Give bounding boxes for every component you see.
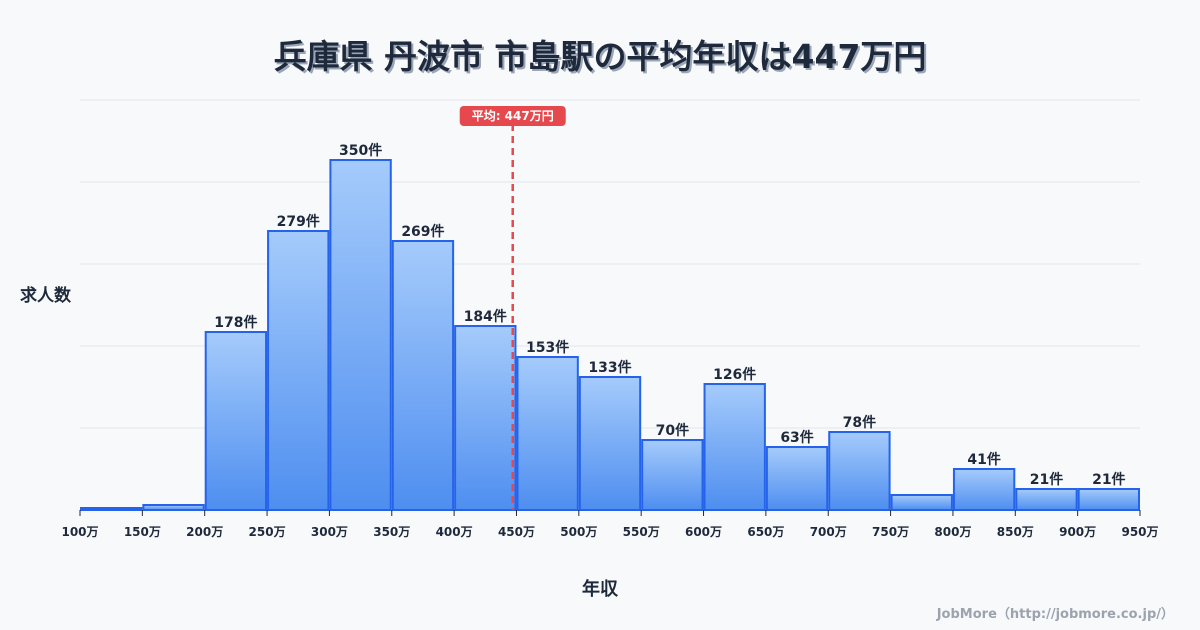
bar-value-label: 350件 bbox=[339, 142, 382, 159]
x-tick-label: 250万 bbox=[249, 525, 286, 539]
bar-value-label: 21件 bbox=[1030, 471, 1063, 488]
x-tick-label: 450万 bbox=[498, 525, 535, 539]
histogram-bar bbox=[204, 331, 268, 511]
histogram-bar bbox=[142, 504, 205, 511]
histogram-bar bbox=[1077, 488, 1141, 511]
x-tick-label: 400万 bbox=[436, 525, 473, 539]
histogram-bar bbox=[454, 325, 517, 511]
bar-value-label: 133件 bbox=[588, 359, 631, 376]
bar-value-label: 178件 bbox=[214, 314, 257, 331]
average-badge bbox=[459, 106, 566, 126]
x-tick-label: 550万 bbox=[623, 525, 660, 539]
histogram-bar bbox=[1015, 488, 1078, 511]
x-tick-label: 700万 bbox=[810, 525, 847, 539]
bar-value-label: 21件 bbox=[1092, 471, 1125, 488]
x-tick-label: 350万 bbox=[373, 525, 410, 539]
average-label: 平均: 447万円 bbox=[472, 108, 554, 123]
histogram-bar bbox=[703, 383, 766, 511]
x-tick-label: 300万 bbox=[311, 525, 348, 539]
x-tick-label: 500万 bbox=[560, 525, 597, 539]
x-axis-label: 年収 bbox=[582, 579, 618, 600]
histogram-bar bbox=[391, 240, 455, 511]
histogram-bar bbox=[890, 494, 953, 511]
histogram-bar bbox=[828, 431, 891, 511]
average-line: 平均: 447万円 bbox=[459, 106, 566, 510]
bar-value-label: 70件 bbox=[656, 422, 689, 439]
histogram-bar bbox=[578, 376, 642, 511]
bars: 178件 279件 350件 269件 184件 153件 133件 70件 126件 63件 78… bbox=[80, 142, 1141, 511]
x-tick-label: 150万 bbox=[124, 525, 161, 539]
y-axis-label: 求人数 bbox=[20, 286, 71, 306]
x-tick-label: 100万 bbox=[61, 525, 98, 539]
bar-value-label: 184件 bbox=[464, 308, 507, 325]
histogram-bar bbox=[765, 446, 829, 511]
bar-value-label: 78件 bbox=[843, 414, 876, 431]
histogram-bar bbox=[952, 468, 1016, 511]
histogram-bar bbox=[329, 159, 392, 511]
bar-value-label: 41件 bbox=[967, 451, 1000, 468]
x-axis-ticks: 100万 150万 200万 250万 300万 350万 400万 450万 500万 550万… bbox=[61, 510, 1159, 539]
histogram-bar bbox=[641, 439, 704, 511]
histogram-bar bbox=[267, 230, 330, 511]
histogram-bar bbox=[80, 507, 143, 511]
chart-title: 兵庫県 丹波市 市島駅の平均年収は447万円 bbox=[273, 37, 927, 76]
x-tick-label: 800万 bbox=[934, 525, 971, 539]
bar-value-label: 63件 bbox=[780, 429, 813, 446]
x-tick-label: 200万 bbox=[186, 525, 223, 539]
histogram-bar bbox=[516, 356, 579, 511]
bar-value-label: 126件 bbox=[713, 366, 756, 383]
x-tick-label: 750万 bbox=[872, 525, 909, 539]
bar-value-label: 269件 bbox=[401, 223, 444, 240]
x-tick-label: 600万 bbox=[685, 525, 722, 539]
x-tick-label: 900万 bbox=[1059, 525, 1096, 539]
source-credit: JobMore（http://jobmore.co.jp/） bbox=[936, 607, 1174, 622]
x-tick-label: 950万 bbox=[1121, 525, 1158, 539]
bar-value-label: 279件 bbox=[277, 213, 320, 230]
x-tick-label: 650万 bbox=[747, 525, 784, 539]
x-tick-label: 850万 bbox=[997, 525, 1034, 539]
bar-value-label: 153件 bbox=[526, 339, 569, 356]
